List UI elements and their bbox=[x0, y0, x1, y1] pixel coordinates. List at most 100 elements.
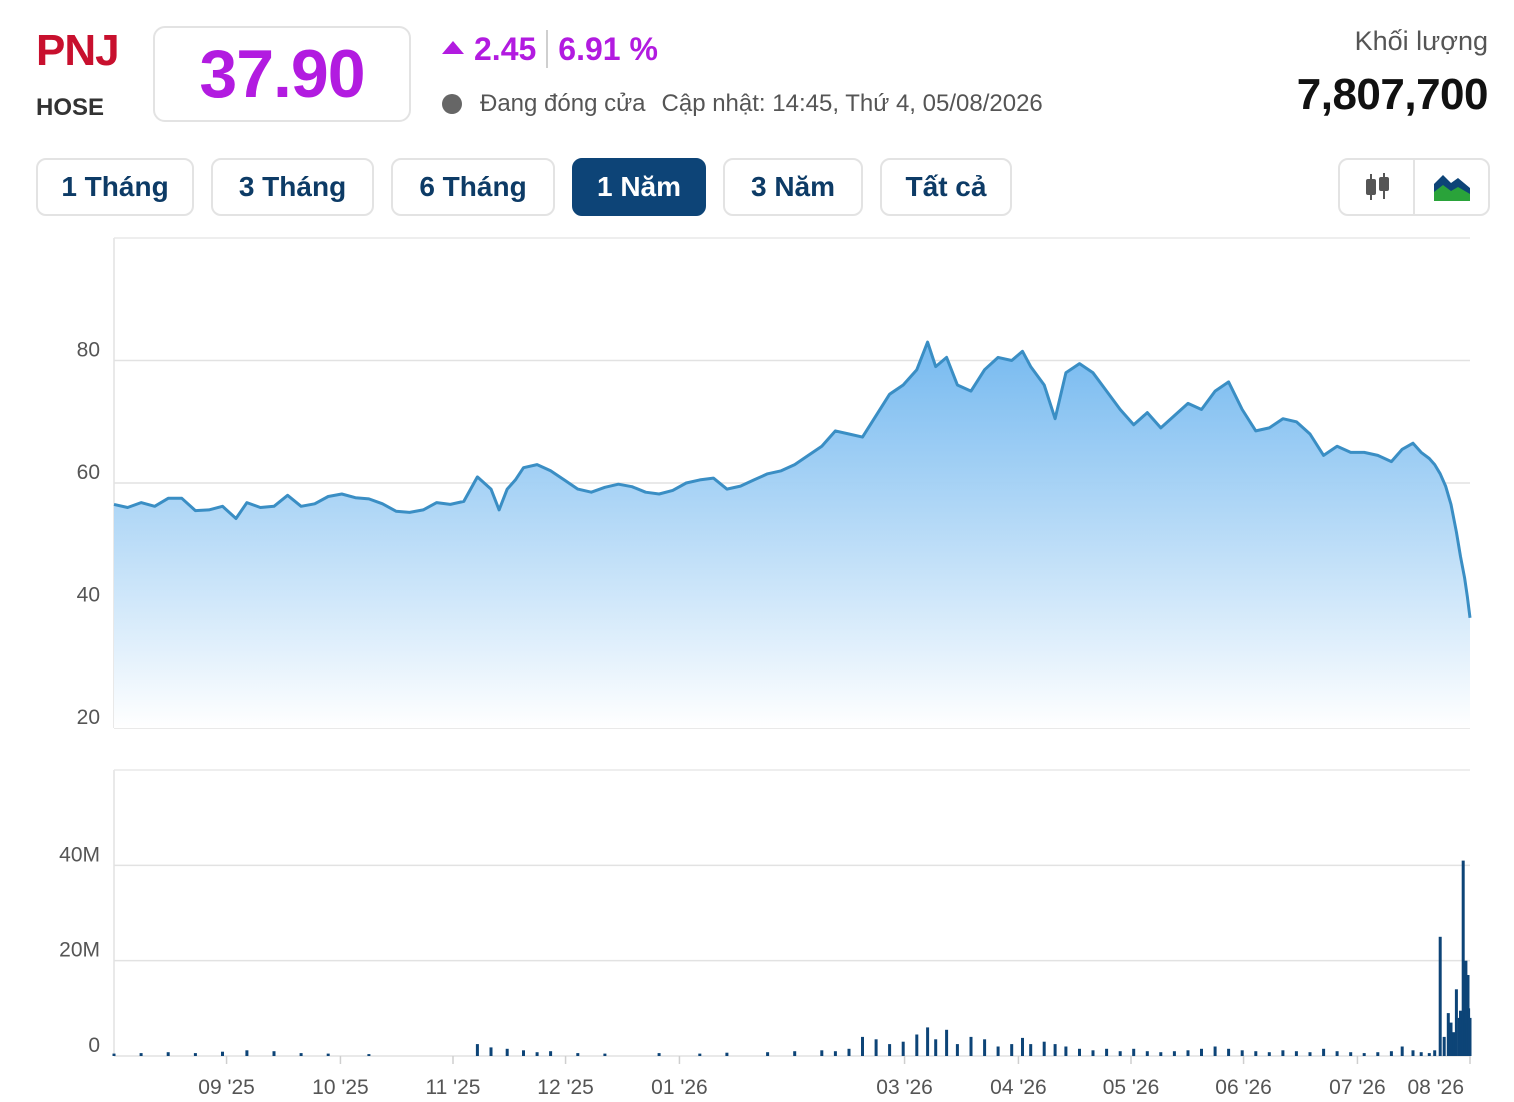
volume-bar bbox=[367, 1054, 371, 1056]
tab-3-months[interactable]: 3 Tháng bbox=[211, 158, 374, 216]
volume-bar bbox=[1186, 1050, 1190, 1056]
volume-bar bbox=[1322, 1048, 1326, 1056]
volume-bar bbox=[1446, 1013, 1450, 1056]
volume-bar bbox=[847, 1048, 851, 1056]
volume-bar bbox=[657, 1053, 661, 1056]
volume-bar bbox=[1159, 1052, 1163, 1056]
volume-bar bbox=[915, 1034, 919, 1056]
volume-bar bbox=[861, 1036, 864, 1056]
x-tick-label: 07 '26 bbox=[1329, 1076, 1386, 1099]
volume-bar bbox=[1389, 1051, 1393, 1056]
volume-bar bbox=[1454, 989, 1458, 1056]
volume-bar bbox=[1029, 1044, 1033, 1056]
volume-bar bbox=[901, 1041, 905, 1056]
ticker-symbol: PNJ bbox=[36, 26, 120, 75]
volume-bar bbox=[1419, 1052, 1423, 1056]
volume-bar bbox=[1053, 1044, 1057, 1056]
price-line bbox=[113, 340, 1472, 618]
tab-1-month[interactable]: 1 Tháng bbox=[36, 158, 194, 216]
volume-bar bbox=[1213, 1046, 1217, 1056]
volume-bar bbox=[1227, 1048, 1231, 1056]
volume-bar bbox=[535, 1052, 539, 1056]
volume-bar bbox=[1449, 1022, 1453, 1056]
price-y-tick-label: 80 bbox=[77, 339, 100, 362]
volume-label: Khối lượng bbox=[1354, 26, 1488, 56]
volume-bar bbox=[1118, 1051, 1122, 1056]
volume-bar bbox=[1281, 1050, 1285, 1056]
x-tick-label: 10 '25 bbox=[312, 1076, 369, 1099]
volume-bar bbox=[698, 1053, 702, 1056]
tab-3-years[interactable]: 3 Năm bbox=[723, 158, 863, 216]
volume-bar bbox=[139, 1053, 143, 1056]
volume-bar bbox=[955, 1044, 959, 1056]
volume-bar bbox=[299, 1053, 303, 1056]
volume-bar bbox=[1349, 1052, 1353, 1056]
volume-bar bbox=[1433, 1050, 1437, 1056]
price-box: 37.90 bbox=[153, 26, 411, 122]
volume-bar bbox=[1021, 1037, 1024, 1056]
chart-type-toggle bbox=[1338, 158, 1490, 216]
x-tick-label: 08 '26 bbox=[1407, 1076, 1464, 1099]
volume-bar bbox=[1294, 1051, 1298, 1056]
volume-bar bbox=[1427, 1053, 1431, 1056]
volume-bar bbox=[1078, 1048, 1081, 1056]
divider bbox=[546, 30, 549, 68]
exchange-label: HOSE bbox=[36, 94, 105, 121]
volume-bar bbox=[522, 1050, 525, 1056]
volume-bar bbox=[1452, 1032, 1456, 1056]
volume-bar bbox=[1442, 1036, 1446, 1056]
volume-bar bbox=[1411, 1050, 1415, 1056]
x-tick-label: 03 '26 bbox=[876, 1076, 933, 1099]
tab-all[interactable]: Tất cả bbox=[880, 158, 1012, 216]
volume-bar bbox=[1064, 1046, 1068, 1056]
volume-bar bbox=[603, 1053, 607, 1056]
volume-value: 7,807,700 bbox=[1296, 70, 1489, 119]
volume-bar bbox=[326, 1053, 330, 1056]
volume-bar bbox=[1438, 936, 1442, 1056]
volume-bar bbox=[1267, 1052, 1271, 1056]
price-y-tick-label: 60 bbox=[77, 461, 100, 484]
volume-y-tick-label: 20M bbox=[59, 939, 100, 962]
volume-bar bbox=[1200, 1048, 1203, 1056]
volume-bar bbox=[576, 1053, 580, 1056]
x-tick-label: 05 '26 bbox=[1103, 1076, 1160, 1099]
area-chart-icon bbox=[1433, 175, 1470, 201]
volume-bar bbox=[1240, 1050, 1244, 1056]
change-percent: 6.91 % bbox=[558, 30, 658, 67]
volume-bar bbox=[1091, 1050, 1095, 1056]
volume-bar bbox=[245, 1050, 249, 1056]
x-tick-label: 09 '25 bbox=[198, 1076, 255, 1099]
volume-y-tick-label: 40M bbox=[59, 843, 100, 866]
volume-y-tick-label: 0 bbox=[88, 1034, 100, 1057]
volume-bar bbox=[505, 1048, 509, 1056]
area-chart-button[interactable] bbox=[1413, 160, 1488, 214]
updated-time: Cập nhật: 14:45, Thứ 4, 05/08/2026 bbox=[661, 90, 1043, 117]
volume-bar bbox=[221, 1051, 224, 1056]
volume-bar bbox=[549, 1051, 553, 1056]
volume-bar bbox=[1468, 1017, 1472, 1056]
candlestick-button[interactable] bbox=[1340, 160, 1413, 214]
tab-1-year[interactable]: 1 Năm bbox=[572, 158, 706, 216]
volume-bar bbox=[926, 1027, 930, 1056]
volume-bar bbox=[1376, 1052, 1380, 1056]
period-tabs: 1 Tháng 3 Tháng 6 Tháng 1 Năm 3 Năm Tất … bbox=[36, 158, 1029, 216]
volume-bar bbox=[969, 1036, 973, 1056]
x-tick-label: 04 '26 bbox=[990, 1076, 1047, 1099]
volume-bar bbox=[934, 1039, 938, 1056]
volume-bar bbox=[983, 1039, 987, 1056]
price-change: 2.45 6.91 % bbox=[442, 30, 658, 68]
volume-bar bbox=[725, 1052, 729, 1056]
volume-bar bbox=[1132, 1048, 1136, 1056]
volume-bar bbox=[112, 1053, 116, 1056]
volume-bar bbox=[1464, 960, 1468, 1056]
volume-bar bbox=[1461, 860, 1465, 1056]
volume-bar bbox=[888, 1044, 892, 1056]
status-text: Đang đóng cửa bbox=[480, 90, 646, 117]
volume-bar bbox=[1254, 1051, 1258, 1056]
x-tick-label: 01 '26 bbox=[651, 1076, 708, 1099]
x-tick-label: 06 '26 bbox=[1215, 1076, 1272, 1099]
volume-bar bbox=[945, 1029, 949, 1056]
tab-6-months[interactable]: 6 Tháng bbox=[391, 158, 555, 216]
current-price: 37.90 bbox=[199, 36, 365, 112]
